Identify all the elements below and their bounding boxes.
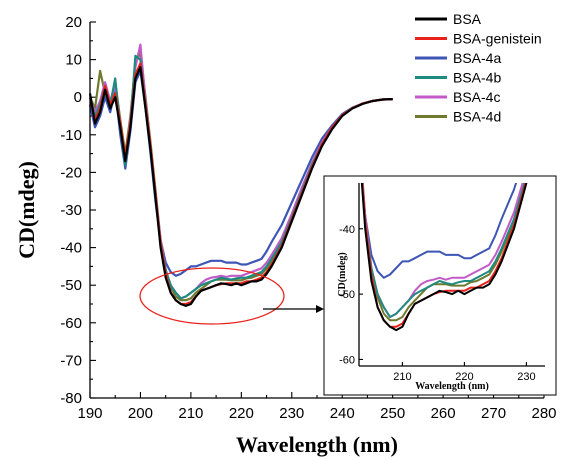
inset-series-group — [360, 183, 528, 332]
x-tick-label: 240 — [330, 405, 355, 422]
inset-y-tick-label: -40 — [339, 224, 355, 236]
y-tick-label: -20 — [60, 164, 82, 181]
y-tick-label: 0 — [74, 89, 82, 106]
inset-y-tick-label: -50 — [339, 289, 355, 301]
x-tick-label: 190 — [77, 405, 102, 422]
y-tick-label: 10 — [65, 52, 82, 69]
y-tick-label: -70 — [60, 352, 82, 369]
x-tick-label: 200 — [128, 405, 153, 422]
inset-x-tick-label: 210 — [393, 371, 411, 383]
inset-plot: 210 220 230 -40 -50 -60 Wavelength (nm) CD(md… — [323, 175, 557, 396]
y-tick-label: -40 — [60, 240, 82, 257]
inset-y-axis-title: CD(mdeg) — [337, 252, 348, 296]
x-tick-label: 260 — [431, 405, 456, 422]
y-tick-label: -10 — [60, 127, 82, 144]
y-tick-label: -80 — [60, 390, 82, 407]
legend-label: BSA-4c — [453, 89, 500, 105]
y-axis-title: CD(mdeg) — [14, 161, 39, 259]
legend: BSA BSA-genistein BSA-4a BSA-4b BSA-4c BSA-4d — [415, 11, 542, 125]
x-tick-label: 270 — [481, 405, 506, 422]
x-tick-label: 280 — [531, 405, 556, 422]
callout-arrow — [263, 305, 324, 313]
inset-axis-ticks: 210 220 230 -40 -50 -60 — [339, 183, 545, 383]
highlight-ellipse — [139, 267, 285, 325]
inset-series-line-bsa-4b — [361, 183, 526, 318]
y-tick-label: -50 — [60, 277, 82, 294]
inset-series-line-bsa-4a — [361, 183, 518, 279]
legend-label: BSA-4d — [453, 109, 501, 125]
inset-series-lines — [360, 183, 528, 332]
inset-series-line-bsa — [360, 183, 528, 332]
y-tick-label: -60 — [60, 315, 82, 332]
x-tick-label: 220 — [229, 405, 254, 422]
x-tick-label: 210 — [178, 405, 203, 422]
series-line-bsa — [88, 65, 393, 307]
inset-series-line-bsa-4d — [361, 183, 526, 322]
legend-label: BSA-genistein — [453, 31, 542, 47]
inset-y-tick-label: -60 — [339, 354, 355, 366]
main-axis-ticks: 190 200 210 220 230 240 250 260 270 280 20 10 0 -10 -2… — [60, 14, 556, 422]
main-series-lines — [88, 43, 393, 307]
legend-label: BSA — [453, 11, 482, 27]
main-plot: 190 200 210 220 230 240 250 260 270 280 20 10 0 -10 -2… — [14, 14, 557, 457]
x-tick-label: 250 — [380, 405, 405, 422]
y-tick-label: -30 — [60, 202, 82, 219]
inset-x-tick-label: 220 — [455, 371, 473, 383]
inset-x-axis-title: Wavelength (nm) — [415, 381, 489, 392]
y-tick-label: 20 — [65, 14, 82, 31]
x-tick-label: 230 — [279, 405, 304, 422]
inset-x-tick-label: 230 — [517, 371, 535, 383]
x-axis-title: Wavelength (nm) — [236, 432, 398, 457]
legend-label: BSA-4a — [453, 50, 501, 66]
legend-label: BSA-4b — [453, 70, 501, 86]
